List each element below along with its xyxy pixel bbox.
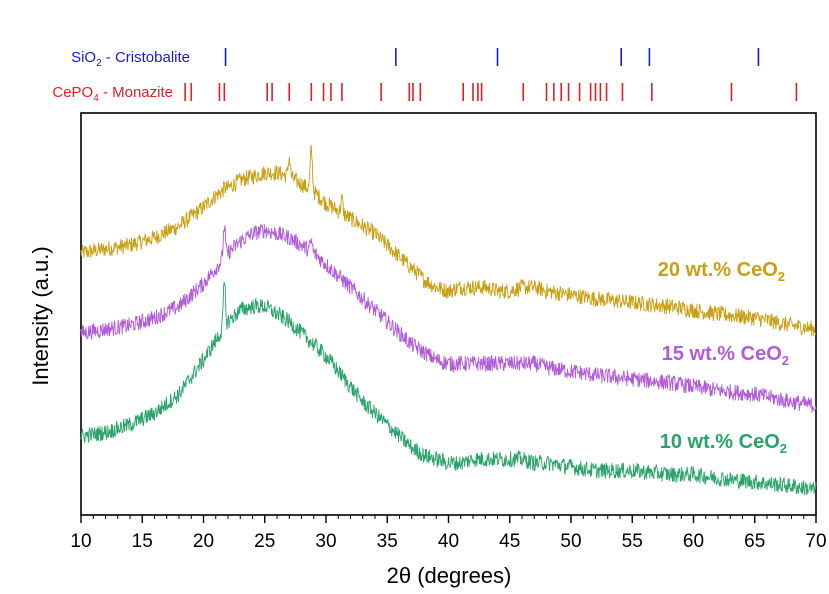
series: 20 wt.% CeO2	[80, 145, 817, 337]
reference-label: CePO4 - Monazite	[52, 84, 173, 104]
series-line	[80, 145, 817, 337]
x-tick-label: 40	[438, 531, 459, 552]
x-tick-label: 35	[377, 531, 398, 552]
x-tick-label: 30	[315, 531, 336, 552]
x-tick-label: 70	[805, 531, 826, 552]
x-tick-label: 15	[132, 531, 153, 552]
series-line	[80, 223, 817, 413]
y-axis-title: Intensity (a.u.)	[28, 246, 53, 385]
series-line	[80, 282, 817, 496]
x-tick-label: 50	[560, 531, 581, 552]
x-tick-label: 25	[254, 531, 275, 552]
series-label: 15 wt.% CeO2	[662, 343, 789, 368]
reference-pattern: CePO4 - Monazite	[52, 83, 798, 104]
x-tick-label: 60	[683, 531, 704, 552]
reference-label: SiO2 - Cristobalite	[71, 49, 190, 69]
x-tick-label: 45	[499, 531, 520, 552]
x-axis: 10 15 20 25 30 35 40 45 50 55 60 65 70	[70, 515, 827, 552]
series-label: 20 wt.% CeO2	[658, 259, 785, 284]
series-layer: 20 wt.% CeO2 15 wt.% CeO2 10 wt.% CeO2	[80, 145, 817, 496]
reference-pattern: SiO2 - Cristobalite	[71, 48, 760, 69]
series: 10 wt.% CeO2	[80, 282, 817, 496]
series: 15 wt.% CeO2	[80, 223, 817, 413]
x-tick-label: 65	[744, 531, 765, 552]
x-tick-label: 10	[70, 531, 91, 552]
series-label: 10 wt.% CeO2	[660, 431, 787, 456]
reference-patterns: SiO2 - Cristobalite CePO4 - Monazite	[52, 48, 798, 104]
x-axis-title: 2θ (degrees)	[387, 563, 512, 588]
x-tick-label: 20	[193, 531, 214, 552]
x-tick-label: 55	[622, 531, 643, 552]
